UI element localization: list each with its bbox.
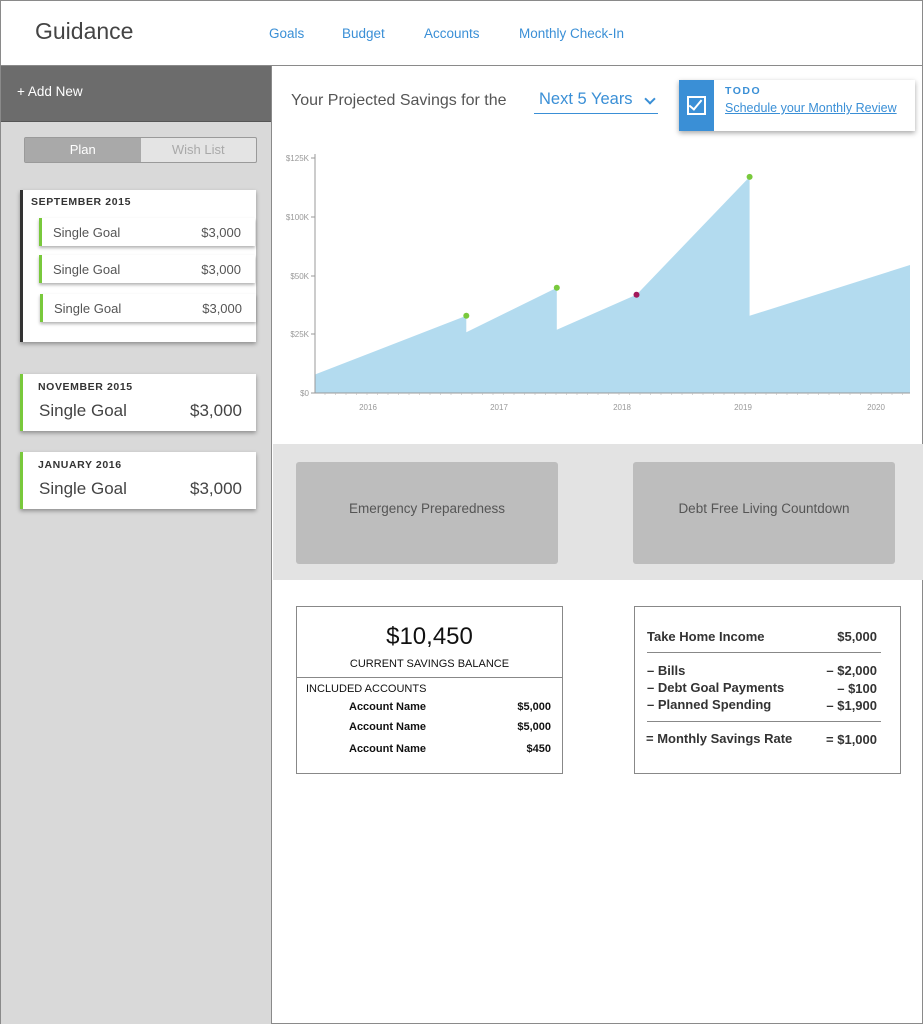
account-name: Account Name [349,701,427,713]
savings-balance-value: $10,450 [386,623,473,650]
feature-tiles: Emergency Preparedness Debt Free Living … [273,444,923,580]
goal-amount: $3,000 [201,225,241,240]
y-tick-label: $50K [290,272,309,281]
todo-label: TODO [725,85,762,97]
divider [297,677,562,678]
x-tick-label: 2016 [359,403,377,412]
divider [647,652,881,653]
data-point [553,284,560,291]
goal-name: Single Goal [54,301,122,316]
debt-payments-label: – Debt Goal Payments [647,680,785,695]
list-item[interactable]: Single Goal $3,000 [39,218,255,246]
brand-logo: Guidance [35,18,134,44]
sidebar: + Add New Plan Wish List SEPTEMBER 2015 … [1,66,272,1024]
goal-name: Single Goal [39,401,127,420]
y-tick-label: $125K [286,154,310,163]
account-value: $450 [526,743,551,755]
list-item[interactable]: Single Goal $3,000 [39,255,255,283]
nav-budget[interactable]: Budget [342,26,385,41]
debt-payments-value: – $100 [837,681,877,696]
debt-free-countdown-tile[interactable]: Debt Free Living Countdown [633,462,895,564]
divider [647,721,881,722]
goal-group-january-2016[interactable]: JANUARY 2016 Single Goal $3,000 [20,452,256,509]
take-home-income-value: $5,000 [837,629,877,644]
series-area [315,176,910,393]
monthly-savings-rate-value: = $1,000 [826,732,877,747]
emergency-preparedness-tile[interactable]: Emergency Preparedness [296,462,558,564]
bills-value: – $2,000 [826,663,877,678]
projection-range-value: Next 5 Years [539,90,633,108]
goal-name: Single Goal [53,225,121,240]
nav-monthly-check-in[interactable]: Monthly Check-In [519,26,625,41]
included-accounts-label: INCLUDED ACCOUNTS [306,683,427,695]
projection-title: Your Projected Savings for the [291,92,507,109]
account-value: $5,000 [517,721,551,733]
monthly-savings-rate-label: = Monthly Savings Rate [646,731,793,746]
y-tick-label: $0 [300,389,309,398]
x-tick-label: 2019 [734,403,752,412]
bills-label: – Bills [647,663,686,678]
y-tick-label: $25K [290,330,309,339]
savings-rate-panel: Take Home Income $5,000 – Bills – $2,000… [634,606,901,774]
data-point [463,312,470,319]
group-month-label: SEPTEMBER 2015 [31,196,132,208]
todo-card: TODO Schedule your Monthly Review [679,80,915,131]
data-point [633,291,640,298]
projected-savings-chart: $0 $25K $50K $100K $125K 2016 2017 2018 2019 2020 [286,154,910,412]
data-point [746,173,753,180]
account-name: Account Name [349,743,427,755]
goal-amount: $3,000 [190,401,242,420]
checkbox-icon [679,80,714,131]
nav-accounts[interactable]: Accounts [424,26,480,41]
x-tick-label: 2018 [613,403,631,412]
schedule-review-link[interactable]: Schedule your Monthly Review [725,101,897,115]
goal-name: Single Goal [39,479,127,498]
group-month-label: NOVEMBER 2015 [38,381,133,393]
list-item[interactable]: Single Goal $3,000 [40,294,256,322]
goal-group-november-2015[interactable]: NOVEMBER 2015 Single Goal $3,000 [20,374,256,431]
y-tick-label: $100K [286,213,310,222]
goal-name: Single Goal [53,262,121,277]
goal-amount: $3,000 [201,262,241,277]
projection-range-select[interactable]: Next 5 Years [534,90,658,114]
account-name: Account Name [349,721,427,733]
goal-amount: $3,000 [190,479,242,498]
goal-amount: $3,000 [202,301,242,316]
top-bar: Guidance Goals Budget Accounts Monthly C… [1,1,922,66]
account-value: $5,000 [517,701,551,713]
chevron-down-icon [644,93,656,105]
x-tick-label: 2020 [867,403,885,412]
nav-goals[interactable]: Goals [269,26,305,41]
planned-spending-label: – Planned Spending [647,697,772,712]
tab-plan[interactable]: Plan [25,138,141,162]
take-home-income-label: Take Home Income [647,629,765,644]
group-month-label: JANUARY 2016 [38,459,122,471]
tab-wish-list[interactable]: Wish List [171,142,225,157]
plan-wishlist-toggle: Plan Wish List [24,137,257,163]
planned-spending-value: – $1,900 [826,698,877,713]
savings-balance-panel: $10,450 CURRENT SAVINGS BALANCE INCLUDED… [296,606,563,774]
add-new-button[interactable]: + Add New [1,66,271,122]
savings-balance-label: CURRENT SAVINGS BALANCE [349,658,510,670]
x-tick-label: 2017 [490,403,508,412]
